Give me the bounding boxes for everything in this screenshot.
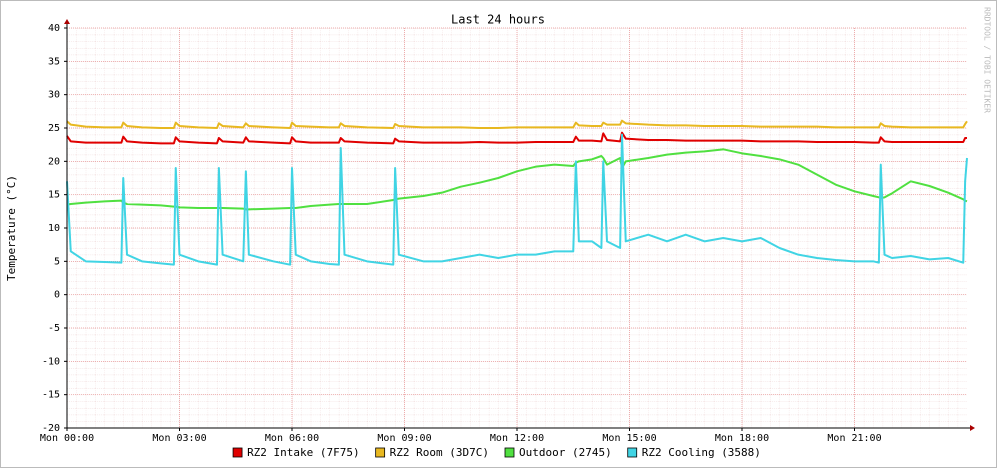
legend-swatch xyxy=(627,447,638,458)
y-tick-label: 5 xyxy=(54,256,60,267)
x-tick-label: Mon 18:00 xyxy=(715,433,769,444)
x-tick-label: Mon 15:00 xyxy=(602,433,656,444)
watermark: RRDTOOL / TOBI OETIKER xyxy=(983,7,992,113)
legend-swatch xyxy=(375,447,386,458)
legend-label: RZ2 Cooling (3588) xyxy=(642,446,761,459)
legend-label: RZ2 Intake (7F75) xyxy=(247,446,360,459)
y-tick-label: 25 xyxy=(48,123,60,134)
x-tick-label: Mon 09:00 xyxy=(377,433,431,444)
y-tick-label: 35 xyxy=(48,56,60,67)
legend-label: Outdoor (2745) xyxy=(519,446,612,459)
x-tick-label: Mon 21:00 xyxy=(827,433,881,444)
y-tick-label: 15 xyxy=(48,190,60,201)
x-tick-label: Mon 12:00 xyxy=(490,433,544,444)
x-tick-label: Mon 03:00 xyxy=(152,433,206,444)
series-line xyxy=(66,133,968,266)
legend-swatch xyxy=(504,447,515,458)
legend-swatch xyxy=(232,447,243,458)
x-arrow xyxy=(970,425,975,431)
y-tick-label: -10 xyxy=(42,356,60,367)
chart-title: Last 24 hours xyxy=(451,13,545,27)
x-tick-label: Mon 06:00 xyxy=(265,433,319,444)
y-tick-label: -5 xyxy=(48,323,60,334)
legend: RZ2 Intake (7F75) RZ2 Room (3D7C) Outdoor … xyxy=(232,446,761,459)
y-arrow xyxy=(64,19,70,24)
x-tick-label: Mon 00:00 xyxy=(40,433,94,444)
legend-label: RZ2 Room (3D7C) xyxy=(390,446,489,459)
y-tick-label: -20 xyxy=(42,423,60,434)
y-axis-label: Temperature (°C) xyxy=(5,175,18,281)
y-tick-label: 20 xyxy=(48,156,60,167)
lines-layer xyxy=(66,119,968,266)
y-tick-label: -15 xyxy=(42,390,60,401)
series-line xyxy=(66,131,967,145)
y-tick-label: 0 xyxy=(54,290,60,301)
y-tick-label: 10 xyxy=(48,223,60,234)
y-tick-label: 40 xyxy=(48,23,60,34)
y-tick-label: 30 xyxy=(48,90,60,101)
series-line xyxy=(66,148,968,211)
series-line xyxy=(66,119,968,129)
